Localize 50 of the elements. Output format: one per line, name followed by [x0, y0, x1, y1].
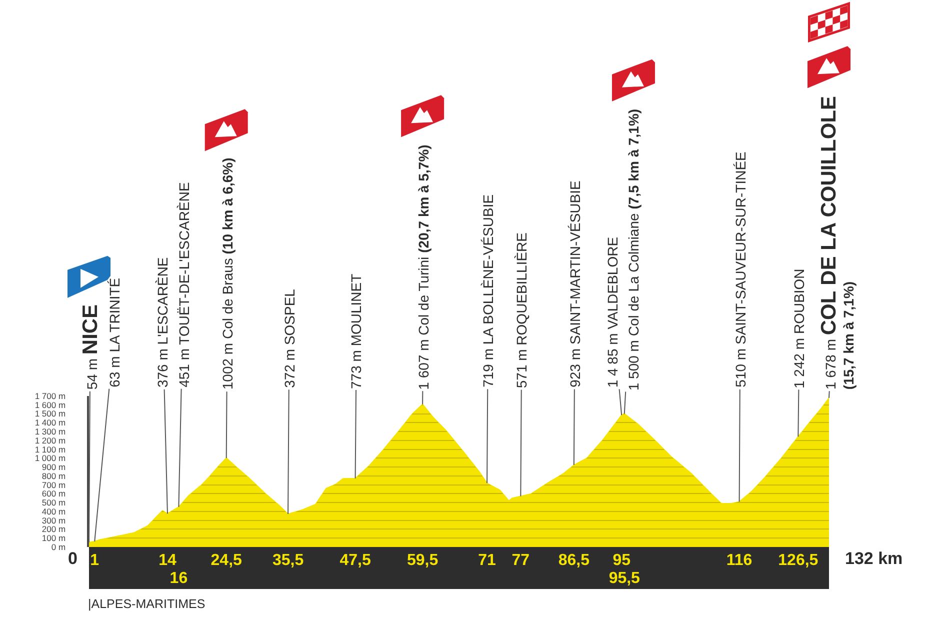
- text: 132 km: [845, 549, 903, 568]
- y-tick-label: 1 000 m: [34, 453, 66, 464]
- annotation: 54 m NICE: [78, 304, 102, 390]
- y-tick-label: 1 500 m: [34, 408, 66, 419]
- y-tick-label: 200 m: [42, 524, 66, 534]
- annotation: 923 m SAINT-MARTIN-VÉSUBIE: [566, 180, 583, 388]
- x-tick-label: 14: [158, 552, 176, 569]
- y-tick-label: 0 m: [51, 542, 66, 552]
- annotation: 1 4 85 m VALDEBLORE: [604, 236, 620, 388]
- annotation: 773 m MOULINET: [348, 273, 364, 389]
- x-tick-label: 24,5: [210, 552, 242, 569]
- y-tick-label: 100 m: [42, 533, 66, 544]
- text: 0: [68, 549, 78, 568]
- x2-tick-label: 16: [170, 570, 188, 587]
- annotation: 376 m L'ESCARÈNE: [154, 257, 171, 388]
- y-tick-label: 300 m: [42, 515, 66, 526]
- x-tick-label: 116: [726, 552, 752, 569]
- text: |ALPES-MARITIMES: [88, 597, 206, 611]
- y-tick-label: 1 100 m: [34, 444, 66, 454]
- x-tick-label: 47,5: [340, 552, 371, 569]
- annotation: 1 242 m ROUBION: [791, 268, 808, 389]
- y-tick-label: 1 300 m: [34, 426, 66, 437]
- y-tick-label: 1 200 m: [34, 435, 66, 446]
- x-tick-label: 95: [612, 552, 631, 569]
- x-tick-label: 77: [512, 552, 530, 569]
- annotation: 719 m LA BOLLÈNE-VÉSUBIE: [480, 194, 496, 388]
- x-tick-label: 86,5: [558, 552, 590, 569]
- y-tick-label: 500 m: [42, 498, 66, 508]
- annotation: 372 m SOSPEL: [282, 288, 298, 388]
- y-tick-label: 600 m: [42, 488, 66, 499]
- y-tick-label: 900 m: [42, 462, 66, 472]
- annotation: 1 500 m Col de La Colmiane (7,5 km à 7,1%): [625, 108, 642, 391]
- y-tick-label: 1 400 m: [34, 418, 66, 428]
- y-tick-label: 800 m: [42, 470, 66, 481]
- annotation: 510 m SAINT-SAUVEUR-SUR-TINÉE: [732, 152, 749, 388]
- annotation: 1002 m Col de Braus (10 km à 6,6%): [219, 158, 236, 390]
- x2-tick-label: 95,5: [608, 570, 640, 587]
- x-tick-label: 126,5: [778, 552, 818, 569]
- y-tick-label: 1 600 m: [34, 400, 66, 410]
- y-tick-label: 700 m: [42, 480, 66, 490]
- x-tick-label: 1: [90, 552, 100, 569]
- annotation: 451 m TOUËT-DE-L'ESCARÈNE: [176, 182, 192, 388]
- y-tick-label: 1 700 m: [34, 390, 66, 401]
- y-tick-label: 400 m: [42, 506, 66, 516]
- annotation: 571 m ROQUEBILLIÈRE: [514, 232, 530, 388]
- x-tick-label: 71: [478, 552, 496, 569]
- annotation: 1 607 m Col de Turini (20,7 km à 5,7%): [416, 144, 432, 390]
- annotation: 63 m LA TRINITÉ: [106, 278, 123, 388]
- x-tick-label: 35,5: [272, 552, 304, 569]
- x-tick-label: 59,5: [406, 552, 438, 569]
